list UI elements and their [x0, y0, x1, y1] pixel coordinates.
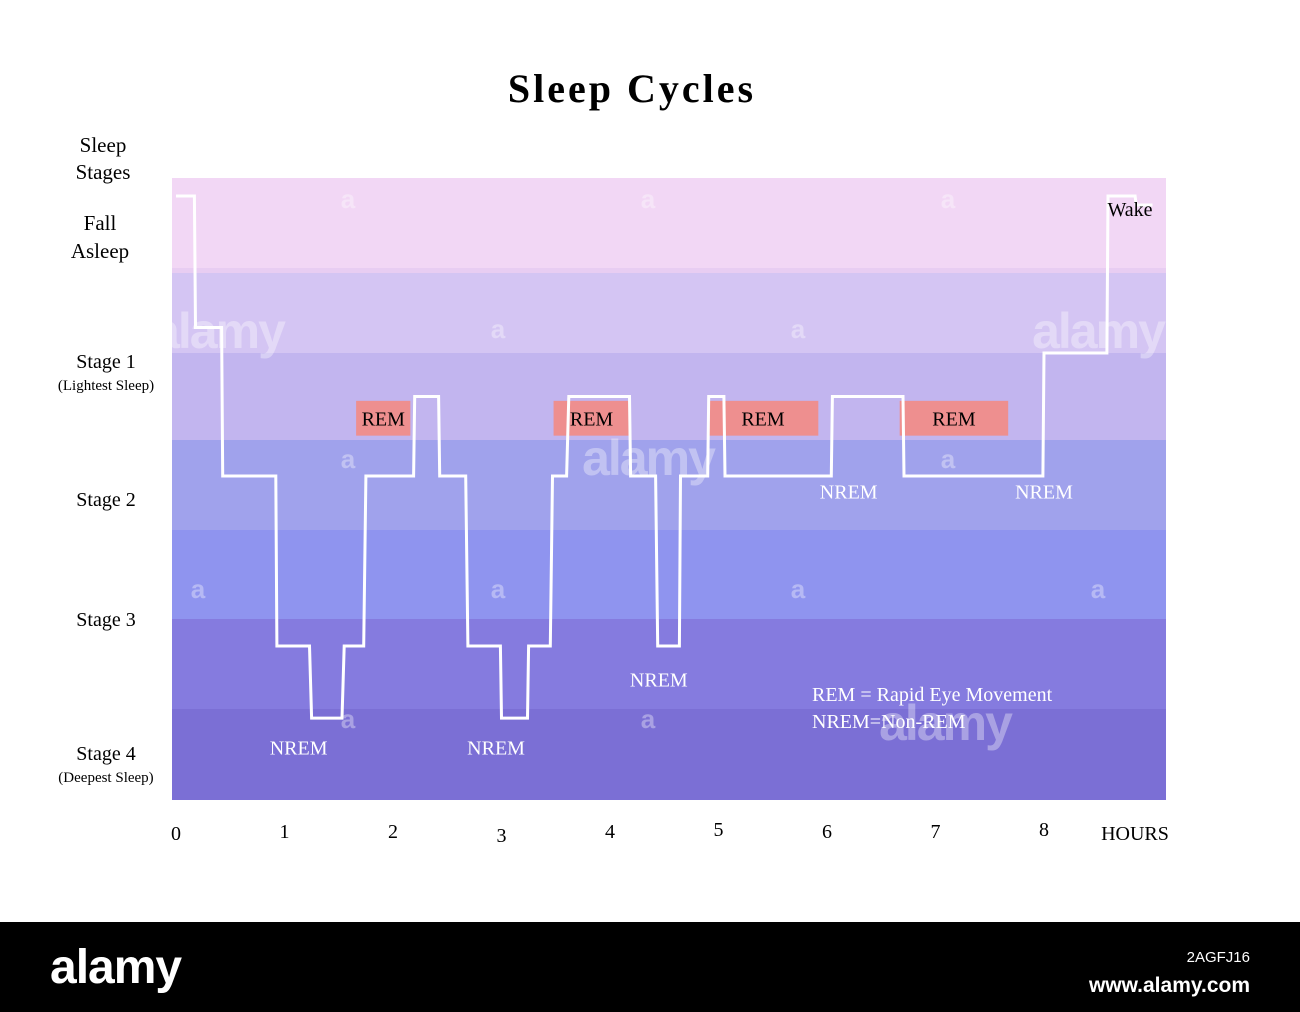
- watermark-brand: alamy: [1032, 303, 1166, 359]
- x-tick-label: 0: [171, 823, 181, 845]
- watermark-letter: a: [641, 704, 656, 734]
- x-tick-label: 1: [280, 821, 290, 843]
- x-axis-ticks: 0 1 2 3 4 5 6 7 8: [171, 819, 1049, 847]
- stage-band: [172, 273, 1166, 353]
- x-tick-label: 6: [822, 821, 832, 843]
- rem-blocks: REM REM REM REM: [356, 400, 1009, 436]
- watermark-letter: a: [941, 444, 956, 474]
- watermark-layer: a a a a a a a a a a a a a alamy alamy alamy alamy: [152, 184, 1168, 751]
- rem-label: REM: [932, 408, 976, 430]
- image-id: 2AGFJ16: [1186, 949, 1250, 966]
- rem-block: [356, 400, 411, 436]
- watermark-brand: alamy: [582, 430, 716, 486]
- stage-label: Fall Asleep: [71, 211, 129, 263]
- stage-label: Stage 1 (Lightest Sleep): [58, 351, 154, 394]
- chart-title: Sleep Cycles: [508, 66, 756, 111]
- stage-band: [172, 440, 1166, 530]
- x-tick-label: 4: [605, 821, 615, 843]
- svg-text:Stage 2: Stage 2: [76, 489, 135, 511]
- rem-label: REM: [741, 408, 785, 430]
- stage-band: [172, 619, 1166, 709]
- nrem-label: NREM: [630, 670, 688, 692]
- watermark-brand: alamy: [152, 303, 286, 359]
- x-tick-label: 8: [1039, 819, 1049, 841]
- nrem-label: NREM: [467, 738, 525, 760]
- watermark-letter: a: [341, 704, 356, 734]
- watermark-letter: a: [941, 184, 956, 214]
- stage-band: [172, 530, 1166, 619]
- stage-band: [172, 178, 1166, 268]
- x-tick-label: 5: [714, 819, 724, 841]
- nrem-label: NREM: [270, 738, 328, 760]
- x-axis-title: HOURS: [1101, 823, 1169, 845]
- rem-block: [553, 400, 630, 436]
- x-tick-label: 2: [388, 821, 398, 843]
- x-tick-label: 7: [931, 821, 941, 843]
- legend-rem-text: REM = Rapid Eye Movement: [812, 684, 1053, 706]
- watermark-letter: a: [791, 574, 806, 604]
- watermark-letter: a: [491, 574, 506, 604]
- svg-text:Stage 3: Stage 3: [76, 609, 135, 631]
- stage-band: [172, 268, 1166, 273]
- stage-band: [172, 709, 1166, 800]
- x-tick-label: 3: [497, 825, 507, 847]
- y-axis-title: Sleep Stages: [76, 133, 131, 184]
- watermark-letter: a: [491, 314, 506, 344]
- svg-text:(Lightest Sleep): (Lightest Sleep): [58, 378, 154, 394]
- svg-text:Fall: Fall: [84, 211, 117, 235]
- stage-label: Stage 3: [76, 609, 135, 631]
- nrem-label: NREM: [820, 482, 878, 504]
- watermark-letter: a: [641, 184, 656, 214]
- footer-logo: alamy: [50, 941, 182, 994]
- rem-block: [899, 400, 1009, 436]
- sleep-stage-line: [176, 194, 1153, 720]
- svg-text:Asleep: Asleep: [71, 239, 129, 263]
- rem-block: [707, 400, 819, 436]
- legend-nrem-text: NREM=Non-REM: [812, 711, 966, 733]
- svg-text:Stage 1: Stage 1: [76, 351, 135, 373]
- watermark-letter: a: [341, 184, 356, 214]
- svg-text:(Deepest Sleep): (Deepest Sleep): [58, 770, 153, 786]
- nrem-label: NREM: [1015, 482, 1073, 504]
- watermark-brand: alamy: [879, 695, 1013, 751]
- nrem-labels: NREM NREM NREM NREM NREM: [270, 482, 1073, 760]
- rem-label: REM: [570, 408, 614, 430]
- footer-bar: [0, 922, 1300, 1012]
- stage-labels: Fall Asleep Stage 1 (Lightest Sleep) Stage 2…: [58, 211, 154, 786]
- stage-label: Stage 2: [76, 489, 135, 511]
- watermark-letter: a: [1091, 574, 1106, 604]
- wake-label: Wake: [1107, 199, 1152, 221]
- svg-text:Stage 4: Stage 4: [76, 743, 135, 765]
- watermark-letter: a: [341, 444, 356, 474]
- stage-bands: [172, 178, 1166, 800]
- site-url: www.alamy.com: [1088, 974, 1250, 997]
- watermark-letter: a: [191, 574, 206, 604]
- rem-label: REM: [362, 408, 406, 430]
- stage-label: Stage 4 (Deepest Sleep): [58, 743, 153, 786]
- watermark-letter: a: [791, 314, 806, 344]
- stage-band: [172, 353, 1166, 440]
- footer-meta: 2AGFJ16 www.alamy.com: [1089, 944, 1250, 1000]
